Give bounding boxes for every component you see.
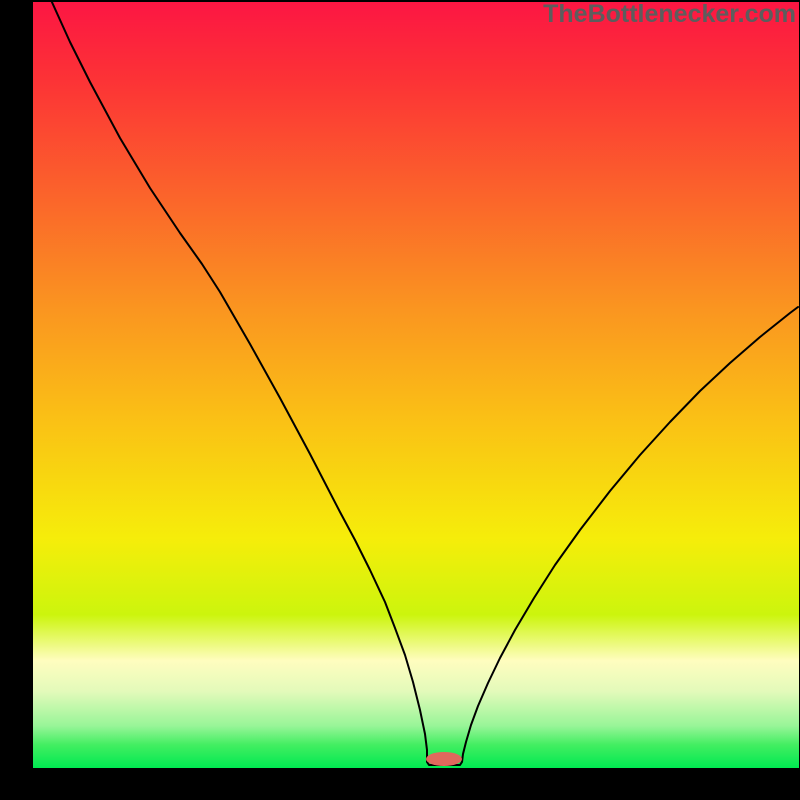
watermark-text: TheBottlenecker.com bbox=[543, 2, 796, 27]
optimum-marker bbox=[426, 752, 462, 766]
plot-area bbox=[33, 2, 799, 768]
gradient-background bbox=[33, 2, 799, 768]
chart-container: TheBottlenecker.com bbox=[0, 0, 800, 800]
plot-svg bbox=[33, 2, 799, 768]
